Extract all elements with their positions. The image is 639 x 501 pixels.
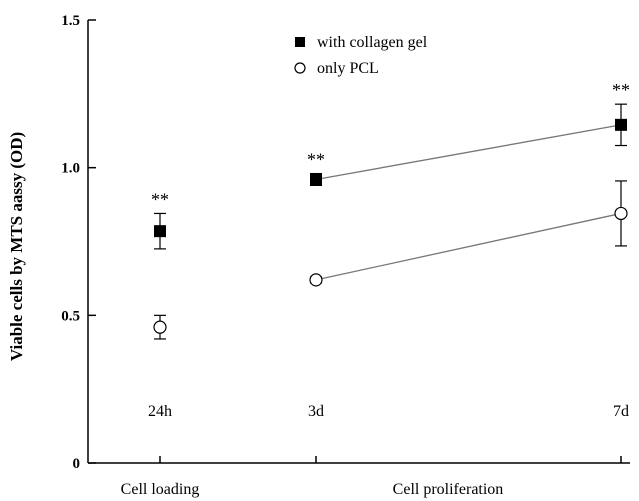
- series-line: [315, 212, 622, 281]
- group-label: Cell proliferation: [393, 481, 504, 498]
- legend-item: with collagen gel: [295, 34, 428, 51]
- y-tick-label: 0: [73, 456, 81, 472]
- legend-label: only PCL: [317, 60, 379, 77]
- category-label: 24h: [148, 403, 172, 420]
- category-label: 7d: [613, 403, 629, 420]
- y-tick-label: 1.0: [61, 161, 80, 177]
- significance-label: **: [151, 189, 169, 209]
- text-labels: 0 0.5 1.0 1.5 Viable cells by MTS aassy (OD)…: [7, 13, 630, 498]
- legend-marker-square: [295, 37, 305, 47]
- legend: with collagen gel only PCL: [294, 34, 428, 77]
- data-point-circle: [614, 206, 628, 221]
- data-point-square: [154, 225, 166, 238]
- data-point-square: [310, 173, 322, 186]
- legend-marker-circle: [294, 62, 306, 74]
- legend-label: with collagen gel: [317, 34, 428, 51]
- axes: [87, 19, 630, 464]
- data-point-circle: [153, 320, 167, 334]
- data-point-square: [615, 118, 627, 131]
- series-lines: [315, 124, 622, 281]
- y-axis-label: Viable cells by MTS aassy (OD): [7, 132, 26, 361]
- group-label: Cell loading: [121, 481, 200, 498]
- data-markers: [153, 118, 628, 334]
- error-bars: [154, 103, 627, 340]
- data-point-circle: [309, 273, 323, 287]
- legend-item: only PCL: [294, 60, 379, 77]
- significance-label: **: [612, 80, 630, 100]
- series-line: [315, 124, 622, 181]
- y-tick-label: 1.5: [61, 13, 80, 29]
- significance-label: **: [307, 150, 325, 170]
- category-label: 3d: [308, 403, 324, 420]
- y-tick-label: 0.5: [61, 308, 80, 324]
